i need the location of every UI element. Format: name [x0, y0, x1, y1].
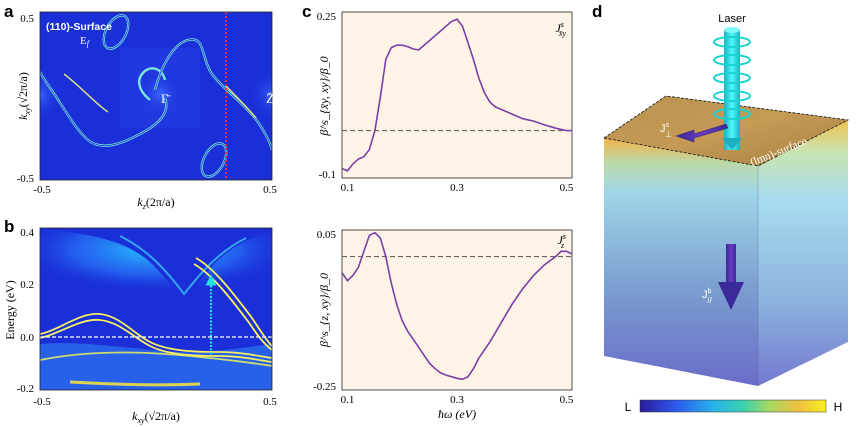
colorbar-high-label: H [834, 400, 843, 414]
panel-label-a: a [4, 2, 14, 21]
fermi-label: Ef [80, 35, 91, 48]
panel-b: b 0.4 0.2 0.0 -0.2 -0.5 0.5 Energy (e [3, 217, 277, 425]
colorbar-low-label: L [625, 400, 632, 414]
c-top-ytick-max: 0.25 [317, 11, 337, 23]
bulk-current-shaft [726, 244, 736, 284]
b-xtick-right: 0.5 [263, 396, 277, 408]
panel-label-c: c [302, 2, 311, 21]
panel-label-d: d [592, 2, 602, 21]
laser-helix [713, 36, 751, 120]
a-xtick-left: -0.5 [33, 184, 51, 196]
c-bottom-xtick-0: 0.1 [341, 394, 355, 406]
bulk-current-head [718, 282, 744, 310]
b-ytick-0: 0.4 [20, 227, 34, 239]
c-top-xtick-0: 0.1 [341, 182, 355, 194]
crystal-front-face [604, 138, 758, 386]
surface-current-arrow [675, 123, 729, 143]
c-bottom-series-line [341, 231, 573, 381]
panel-c: c 0.25 -0.1 0.1 0.3 0.5 Js x̄y β^s_{x̄y, … [302, 2, 574, 421]
c-bottom-xlabel: ħω (eV) [438, 407, 476, 421]
c-bottom-ylabel: β^s_{z, xy}/β_0 [317, 273, 331, 348]
z-point-label: Z̄ [266, 91, 274, 106]
laser-label: Laser [718, 13, 746, 25]
c-bottom-ytick-max: 0.05 [317, 229, 337, 241]
surface-label: (110)-Surface [46, 21, 112, 33]
panel-a: a (110)-S [4, 2, 277, 211]
chart-c-top: 0.25 -0.1 0.1 0.3 0.5 Js x̄y β^s_{x̄y, xy… [317, 11, 574, 194]
b-ytick-3: -0.2 [17, 383, 34, 395]
fermi-surface-map [40, 12, 272, 180]
crystal-side-face [758, 120, 848, 386]
b-ytick-1: 0.2 [20, 279, 34, 291]
c-top-series-line [341, 18, 572, 172]
a-xtick-right: 0.5 [263, 184, 277, 196]
b-ytick-2: 0.0 [20, 332, 34, 344]
c-bottom-xtick-2: 0.5 [560, 394, 574, 406]
c-top-ytick-min: -0.1 [319, 169, 336, 181]
chart-c-bottom: 0.05 -0.25 0.1 0.3 0.5 Js z β^s_{z, xy}/β… [313, 229, 574, 421]
c-bottom-xtick-1: 0.3 [450, 394, 464, 406]
c-top-xtick-2: 0.5 [560, 182, 574, 194]
a-ytick-top: 0.5 [20, 13, 34, 25]
b-ylabel: Energy (eV) [3, 280, 17, 339]
panel-label-b: b [4, 217, 14, 236]
a-ylabel: kxy(√2π/a) [16, 72, 32, 120]
bulk-current-label: Jb// [702, 288, 713, 305]
c-top-xtick-1: 0.3 [450, 182, 464, 194]
c-bottom-title: Js z [558, 232, 566, 250]
colorbar [639, 399, 827, 413]
a-ytick-bottom: -0.5 [17, 173, 35, 185]
c-top-ylabel: β^s_{x̄y, xy}/β_0 [317, 56, 331, 136]
b-xtick-left: -0.5 [33, 396, 51, 408]
surface-current-label: Js ⊥ [660, 122, 672, 139]
b-xlabel: kxy(√2π/a) [132, 409, 180, 425]
c-top-title: Js x̄y [555, 20, 566, 38]
band-structure-map [40, 228, 272, 390]
panel-d: d (lmn)-surface Laser Js ⊥ Jb// L H [592, 2, 850, 414]
c-bottom-ytick-min: -0.25 [313, 381, 336, 393]
a-xlabel: kz(2π/a) [137, 195, 174, 211]
gamma-point-label: Γ̄ [161, 91, 171, 106]
